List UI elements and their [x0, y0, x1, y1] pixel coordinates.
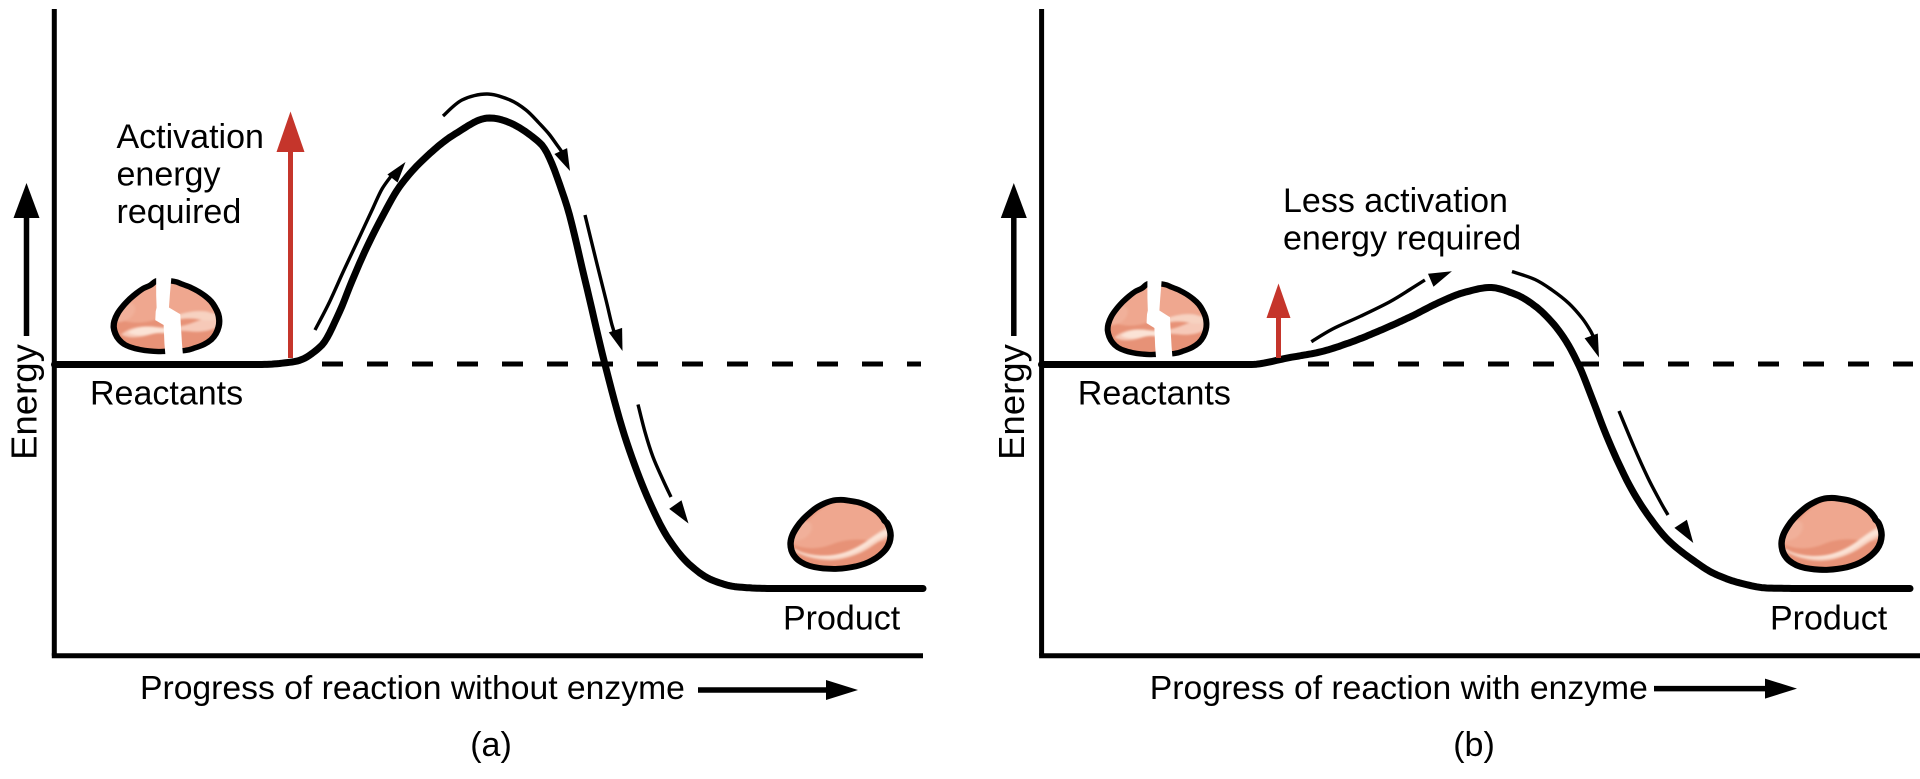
svg-text:Product: Product [1770, 599, 1888, 637]
svg-text:energy required: energy required [1283, 220, 1521, 258]
svg-text:Energy: Energy [991, 343, 1032, 459]
svg-text:required: required [117, 193, 242, 231]
svg-text:Reactants: Reactants [1078, 374, 1231, 412]
svg-text:Product: Product [783, 599, 901, 637]
svg-text:(a): (a) [470, 726, 512, 764]
svg-text:Reactants: Reactants [90, 374, 243, 412]
svg-text:energy: energy [117, 156, 221, 194]
svg-text:(b): (b) [1453, 726, 1495, 764]
svg-text:Less activation: Less activation [1283, 182, 1508, 220]
svg-text:Progress of reaction without e: Progress of reaction without enzyme [140, 669, 685, 707]
svg-text:Energy: Energy [4, 343, 45, 459]
svg-text:Progress of reaction with enzy: Progress of reaction with enzyme [1150, 669, 1648, 707]
svg-text:Activation: Activation [117, 118, 264, 156]
